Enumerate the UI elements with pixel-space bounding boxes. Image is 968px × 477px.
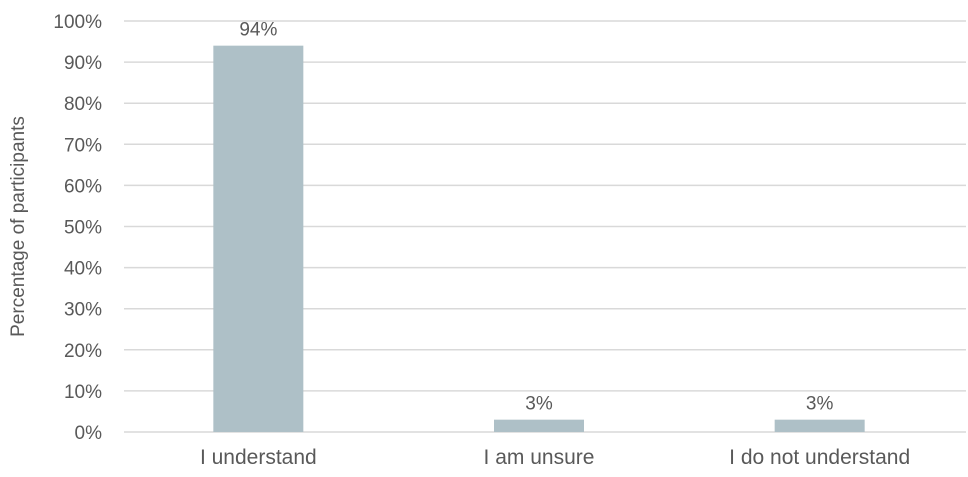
y-axis-label: Percentage of participants <box>8 116 29 337</box>
data-label: 3% <box>806 394 834 415</box>
bar <box>494 419 584 432</box>
data-label: 3% <box>525 394 553 415</box>
y-tick-label: 60% <box>64 176 102 197</box>
y-tick-label: 0% <box>75 423 103 444</box>
y-tick-label: 30% <box>64 300 102 321</box>
data-label: 94% <box>239 20 277 41</box>
y-tick-label: 80% <box>64 94 102 115</box>
x-axis-ticks: I understand I am unsure I do not understa… <box>200 446 910 469</box>
y-tick-label: 50% <box>64 218 102 239</box>
x-tick-label: I understand <box>200 446 317 469</box>
bars <box>213 45 865 432</box>
data-labels: 94% 3% 3% <box>239 20 833 415</box>
y-tick-label: 20% <box>64 341 102 362</box>
y-tick-label: 10% <box>64 382 102 403</box>
x-tick-label: I do not understand <box>729 446 910 469</box>
bar <box>213 45 304 432</box>
x-tick-label: I am unsure <box>484 446 595 469</box>
y-tick-label: 70% <box>64 135 102 156</box>
bar <box>774 419 865 432</box>
y-tick-label: 90% <box>64 53 102 74</box>
y-tick-label: 100% <box>53 12 102 33</box>
y-tick-label: 40% <box>64 259 102 280</box>
y-axis-ticks: 0% 10% 20% 30% 40% 50% 60% 70% 80% 90% 100% <box>53 12 102 444</box>
